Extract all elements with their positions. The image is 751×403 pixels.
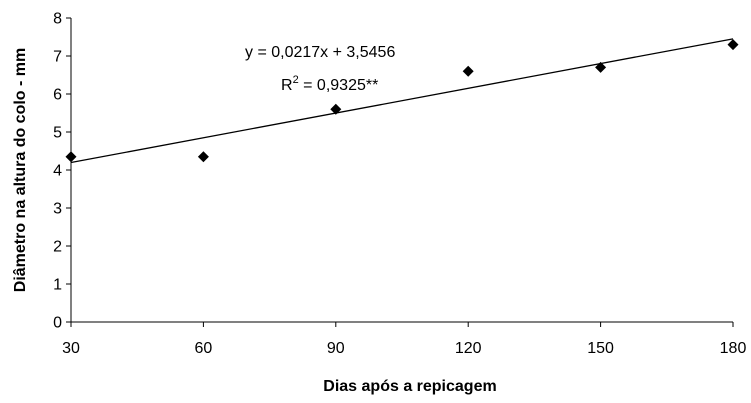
x-axis: 30 60 90 120 150 180	[62, 321, 747, 357]
data-points	[65, 39, 739, 163]
y-tick-label: 6	[53, 87, 62, 104]
r-squared-prefix: R	[281, 77, 293, 94]
x-tick-label: 30	[62, 340, 80, 357]
data-point	[595, 61, 607, 73]
y-axis: 0 1 2 3 4 5 6 7 8	[53, 11, 72, 332]
y-tick-label: 3	[53, 201, 62, 218]
data-point	[65, 151, 77, 163]
y-tick-label: 7	[53, 49, 62, 66]
data-point	[462, 65, 474, 77]
data-point	[330, 103, 342, 115]
y-tick-label: 0	[53, 315, 62, 332]
y-tick-label: 2	[53, 239, 62, 256]
x-tick-label: 150	[587, 340, 614, 357]
y-tick-label: 5	[53, 125, 62, 142]
data-point	[197, 151, 209, 163]
trendline	[70, 38, 734, 164]
equation-label: y = 0,0217x + 3,5456	[245, 44, 395, 61]
r-squared-label: R2 = 0,9325**	[281, 74, 378, 94]
r-squared-superscript: 2	[293, 74, 299, 86]
y-tick-label: 1	[53, 277, 62, 294]
data-point	[727, 39, 739, 51]
x-tick-label: 180	[720, 340, 747, 357]
y-tick-label: 8	[53, 11, 62, 28]
y-tick-label: 4	[53, 163, 62, 180]
r-squared-value: = 0,9325**	[299, 77, 379, 94]
y-axis-title: Diâmetro na altura do colo - mm	[12, 48, 29, 292]
x-tick-label: 60	[195, 340, 213, 357]
x-tick-label: 120	[455, 340, 482, 357]
trendline-path	[70, 38, 734, 164]
x-axis-title: Dias após a repicagem	[323, 378, 496, 395]
x-tick-label: 90	[327, 340, 345, 357]
